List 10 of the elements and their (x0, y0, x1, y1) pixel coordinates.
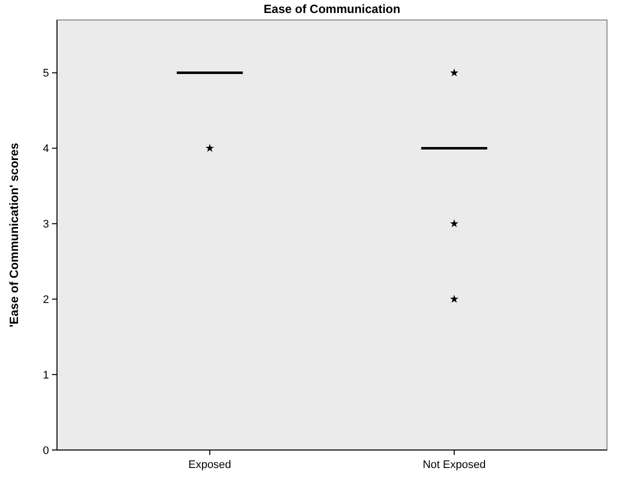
y-tick-label: 1 (42, 369, 49, 382)
y-tick-label: 2 (42, 294, 49, 306)
y-tick-label: 0 (42, 444, 49, 457)
x-tick-label: Not Exposed (422, 459, 486, 471)
y-tick-label: 5 (42, 68, 49, 80)
y-axis-title: 'Ease of Communication' scores (7, 142, 21, 328)
chart-title: Ease of Communication (264, 2, 400, 16)
x-tick-label: Exposed (188, 459, 232, 471)
y-tick-label: 3 (42, 218, 49, 231)
y-tick-label: 4 (42, 143, 49, 156)
